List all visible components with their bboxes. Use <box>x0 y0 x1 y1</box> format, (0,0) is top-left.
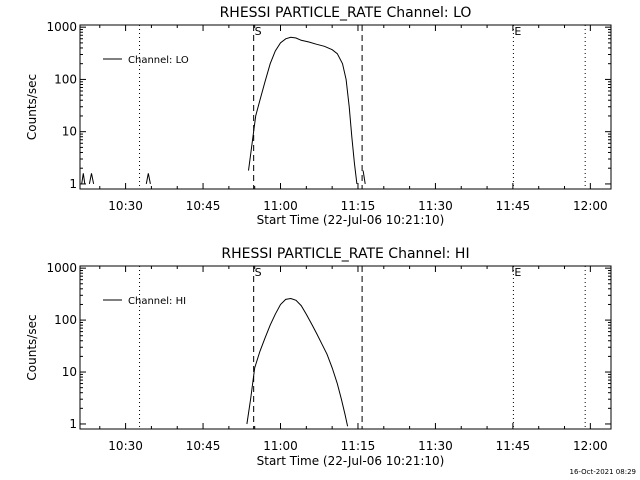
bottom-x-tick-label: 11:30 <box>418 439 453 453</box>
bottom-marker-label: E <box>514 266 521 279</box>
top-x-tick-label: 10:30 <box>108 199 143 213</box>
top-marker-label: S <box>255 25 262 38</box>
top-y-tick-label: 1000 <box>46 20 77 34</box>
top-series-spike <box>81 173 86 184</box>
top-x-tick-label: 11:15 <box>341 199 376 213</box>
top-x-tick-label: 11:00 <box>263 199 298 213</box>
top-chart-title: RHESSI PARTICLE_RATE Channel: LO <box>220 5 472 21</box>
bottom-x-tick-label: 11:45 <box>496 439 531 453</box>
bottom-x-tick-label: 12:00 <box>573 439 608 453</box>
bottom-y-axis-label: Counts/sec <box>25 314 39 380</box>
top-x-tick-label: 11:45 <box>496 199 531 213</box>
top-series-spike <box>145 173 151 184</box>
footer-timestamp: 16-Oct-2021 08:29 <box>570 468 636 476</box>
bottom-y-tick-label: 10 <box>62 365 77 379</box>
top-series-tail <box>362 170 366 184</box>
top-legend-entry: Channel: LO <box>128 55 189 66</box>
bottom-chart-title: RHESSI PARTICLE_RATE Channel: HI <box>221 246 469 262</box>
top-x-axis-label: Start Time (22-Jul-06 10:21:10) <box>257 213 445 227</box>
bottom-y-tick-label: 1 <box>69 417 77 431</box>
top-x-tick-label: 12:00 <box>573 199 608 213</box>
bottom-x-tick-label: 11:15 <box>341 439 376 453</box>
top-series-spike <box>88 173 95 184</box>
bottom-x-axis-label: Start Time (22-Jul-06 10:21:10) <box>257 454 445 468</box>
bottom-marker-label: S <box>255 266 262 279</box>
bottom-x-tick-label: 10:30 <box>108 439 143 453</box>
top-plot-frame <box>79 24 612 190</box>
top-x-tick-label: 10:45 <box>186 199 221 213</box>
bottom-plot-frame <box>79 265 612 430</box>
bottom-series-line <box>246 297 349 427</box>
bottom-y-tick-label: 1000 <box>46 261 77 275</box>
bottom-y-tick-label: 100 <box>54 313 77 327</box>
top-y-tick-label: 1 <box>69 177 77 191</box>
bottom-x-tick-label: 11:00 <box>263 439 298 453</box>
bottom-x-tick-label: 10:45 <box>186 439 221 453</box>
top-y-tick-label: 100 <box>54 72 77 86</box>
top-y-axis-label: Counts/sec <box>25 74 39 140</box>
top-marker-label: E <box>514 25 521 38</box>
bottom-legend-entry: Channel: HI <box>128 296 186 307</box>
top-x-tick-label: 11:30 <box>418 199 453 213</box>
top-series-line <box>248 36 358 184</box>
top-y-tick-label: 10 <box>62 125 77 139</box>
